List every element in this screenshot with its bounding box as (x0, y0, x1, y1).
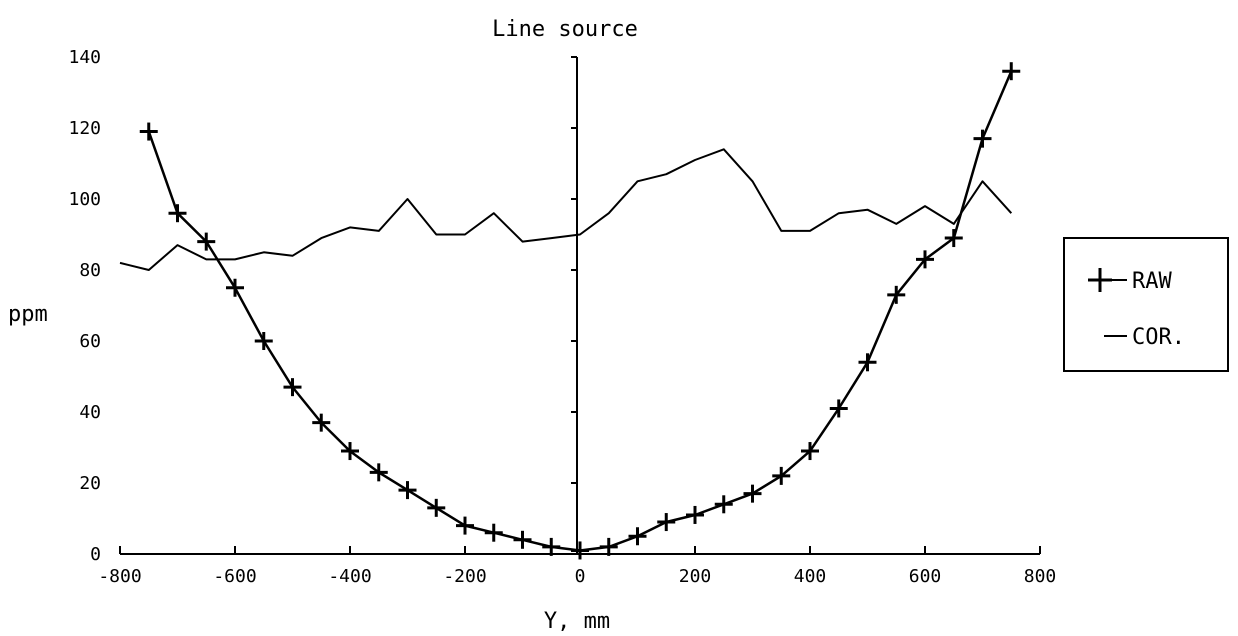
data-point-raw (743, 484, 762, 503)
data-point-raw (139, 122, 158, 141)
y-tick-label: 100 (68, 189, 101, 210)
data-point-raw (254, 332, 273, 350)
legend-marker-raw (1088, 268, 1127, 292)
data-point-raw (226, 278, 244, 297)
data-point-raw (829, 399, 848, 418)
x-tick-label: 800 (1024, 566, 1057, 587)
legend: RAW COR. (1063, 237, 1229, 372)
data-point-raw (944, 229, 963, 248)
chart-title: Line source (492, 17, 638, 42)
x-tick-label: -800 (98, 566, 141, 587)
x-tick-label: 600 (909, 566, 942, 587)
tick-labels: -800 -600 -400 -200 0 200 400 600 800 0 20 40 60 80 10… (68, 47, 1056, 587)
data-point-raw (369, 463, 388, 482)
series-group (119, 62, 1021, 560)
y-axis-title: ppm (8, 302, 48, 327)
series-line-cor (119, 148, 1013, 271)
x-tick-label: 0 (575, 566, 586, 587)
data-point-raw (973, 129, 992, 148)
y-tick-label: 60 (79, 331, 101, 352)
data-point-raw (341, 442, 359, 461)
data-point-raw (283, 378, 302, 397)
data-point-raw (887, 285, 906, 304)
data-point-raw (484, 523, 503, 542)
data-point-raw (858, 353, 877, 372)
data-point-raw (599, 537, 618, 556)
data-point-raw (168, 204, 187, 223)
x-tick-label: -600 (213, 566, 256, 587)
axes (119, 57, 1041, 555)
x-tick-label: 200 (679, 566, 712, 587)
legend-label-raw: RAW (1132, 269, 1172, 294)
x-tick-label: -400 (328, 566, 371, 587)
data-point-raw (1002, 62, 1021, 81)
data-point-raw (686, 505, 704, 524)
x-tick-label: -200 (443, 566, 486, 587)
data-point-raw (772, 466, 791, 485)
data-point-raw (628, 527, 647, 546)
data-point-raw (513, 530, 532, 549)
y-tick-label: 20 (79, 473, 101, 494)
data-point-raw (398, 481, 417, 500)
y-tick-label: 140 (68, 47, 101, 68)
y-tick-label: 0 (90, 544, 101, 565)
data-point-raw (456, 516, 474, 535)
legend-box (1063, 237, 1229, 372)
data-point-raw (714, 495, 733, 514)
data-point-raw (197, 232, 216, 251)
data-point-raw (427, 498, 446, 517)
x-axis-title: Y, mm (544, 609, 610, 634)
y-tick-label: 40 (79, 402, 101, 423)
data-point-raw (916, 250, 934, 269)
y-tick-label: 80 (79, 260, 101, 281)
data-point-raw (801, 442, 819, 461)
y-tick-label: 120 (68, 118, 101, 139)
data-point-raw (542, 537, 561, 556)
data-point-raw (657, 513, 676, 532)
x-tick-label: 400 (794, 566, 827, 587)
legend-label-cor: COR. (1132, 325, 1185, 350)
data-point-raw (571, 541, 589, 560)
series-line-raw (147, 70, 1013, 552)
data-point-raw (312, 413, 331, 432)
